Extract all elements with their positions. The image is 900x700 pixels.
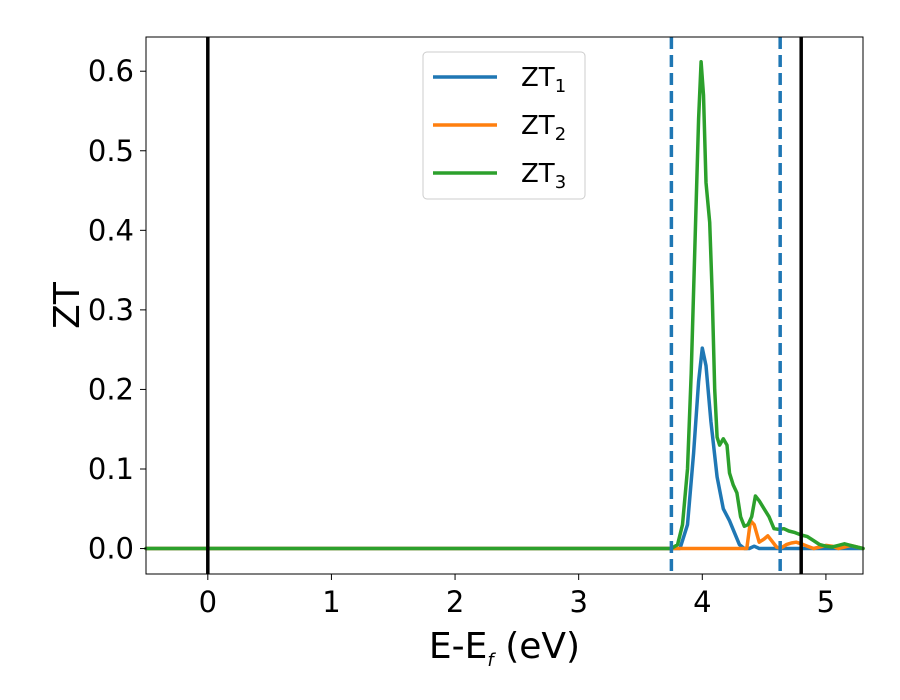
reference-lines-layer [206,37,803,574]
legend: ZT1 ZT2 ZT3 [422,51,586,200]
data-lines-layer [144,59,865,551]
legend-box [422,51,586,200]
x-tick-label: 5 [817,585,835,619]
series-line-3 [144,59,865,551]
x-tick-label: 4 [693,585,711,619]
x-axis-ticks: 0 1 2 3 4 5 [199,574,835,619]
legend-label-3: ZT3 [521,159,566,193]
x-axis-label-main: E-E [429,626,487,667]
y-tick-label: 0.6 [88,54,134,88]
x-tick-label: 1 [322,585,340,619]
y-axis-label: ZT [47,281,88,329]
y-tick-label: 0.3 [88,293,134,327]
legend-label-2: ZT2 [521,111,566,145]
y-tick-label: 0.0 [88,532,134,566]
y-tick-label: 0.2 [88,372,134,406]
y-tick-label: 0.1 [88,452,134,486]
y-tick-label: 0.4 [88,213,134,247]
x-axis-label: E-Ef (eV) [429,626,580,671]
y-axis-ticks: 0.0 0.1 0.2 0.3 0.4 0.5 0.6 [88,54,146,566]
x-axis-label-unit: (eV) [494,626,580,667]
series-line-1 [144,346,865,551]
legend-label-1: ZT1 [521,63,566,97]
plot-area-frame [145,36,864,575]
y-tick-label: 0.5 [88,134,134,168]
x-axis-label-subscript: f [487,650,496,671]
x-tick-label: 0 [199,585,217,619]
x-tick-label: 3 [569,585,587,619]
series-line-2 [144,518,865,551]
x-tick-label: 2 [446,585,464,619]
legend-items: ZT1 ZT2 ZT3 [433,63,566,193]
